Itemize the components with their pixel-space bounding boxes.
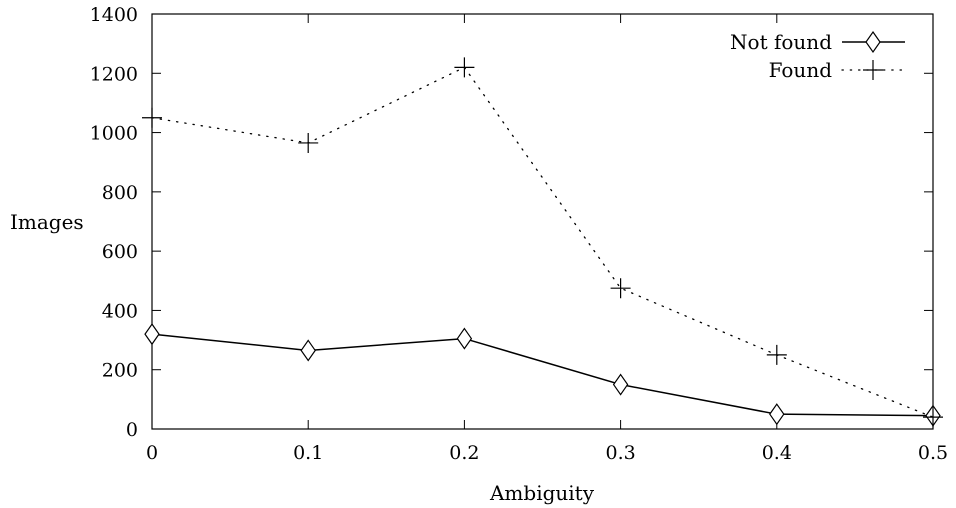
series-layer	[142, 57, 943, 428]
x-tick-label: 0	[146, 442, 158, 464]
legend-marker-plus	[863, 60, 883, 80]
y-axis-ticks: 0 200 400 600 800 1000 1200 1400	[90, 4, 933, 441]
x-tick-label: 0.2	[449, 442, 479, 464]
data-point-diamond	[300, 339, 316, 362]
y-axis-label: Images	[10, 210, 84, 234]
x-tick-label: 0.3	[605, 442, 635, 464]
y-tick-label: 1400	[90, 4, 138, 26]
data-point-plus	[454, 57, 475, 78]
series-plus	[142, 57, 943, 428]
y-tick-label: 1200	[90, 63, 138, 85]
x-tick-label: 0.4	[762, 442, 792, 464]
legend: Not found Found	[730, 30, 906, 82]
data-point-plus	[766, 344, 787, 365]
y-tick-label: 600	[102, 241, 138, 263]
y-tick-label: 1000	[90, 123, 138, 145]
plot-frame	[151, 13, 934, 430]
data-point-plus	[298, 132, 319, 153]
data-point-plus	[142, 107, 162, 128]
legend-label: Not found	[730, 30, 832, 54]
y-tick-label: 200	[102, 360, 138, 382]
x-axis-label: Ambiguity	[489, 481, 595, 505]
legend-label: Found	[769, 58, 833, 82]
y-tick-label: 400	[102, 300, 138, 322]
series-line	[151, 66, 934, 418]
data-point-diamond	[456, 327, 473, 350]
x-axis-ticks: 0 0.1 0.2 0.3 0.4 0.5	[146, 14, 948, 464]
legend-marker-diamond	[865, 30, 881, 54]
x-tick-label: 0.1	[293, 442, 323, 464]
data-point-diamond	[769, 403, 785, 426]
y-tick-label: 0	[126, 419, 138, 441]
series-diamond	[144, 323, 941, 427]
data-point-plus	[923, 407, 943, 428]
series-line	[151, 333, 934, 417]
x-tick-label: 0.5	[918, 442, 948, 464]
data-point-diamond	[144, 323, 160, 346]
data-point-plus	[610, 278, 631, 299]
data-point-diamond	[612, 373, 629, 396]
y-tick-label: 800	[102, 182, 138, 204]
